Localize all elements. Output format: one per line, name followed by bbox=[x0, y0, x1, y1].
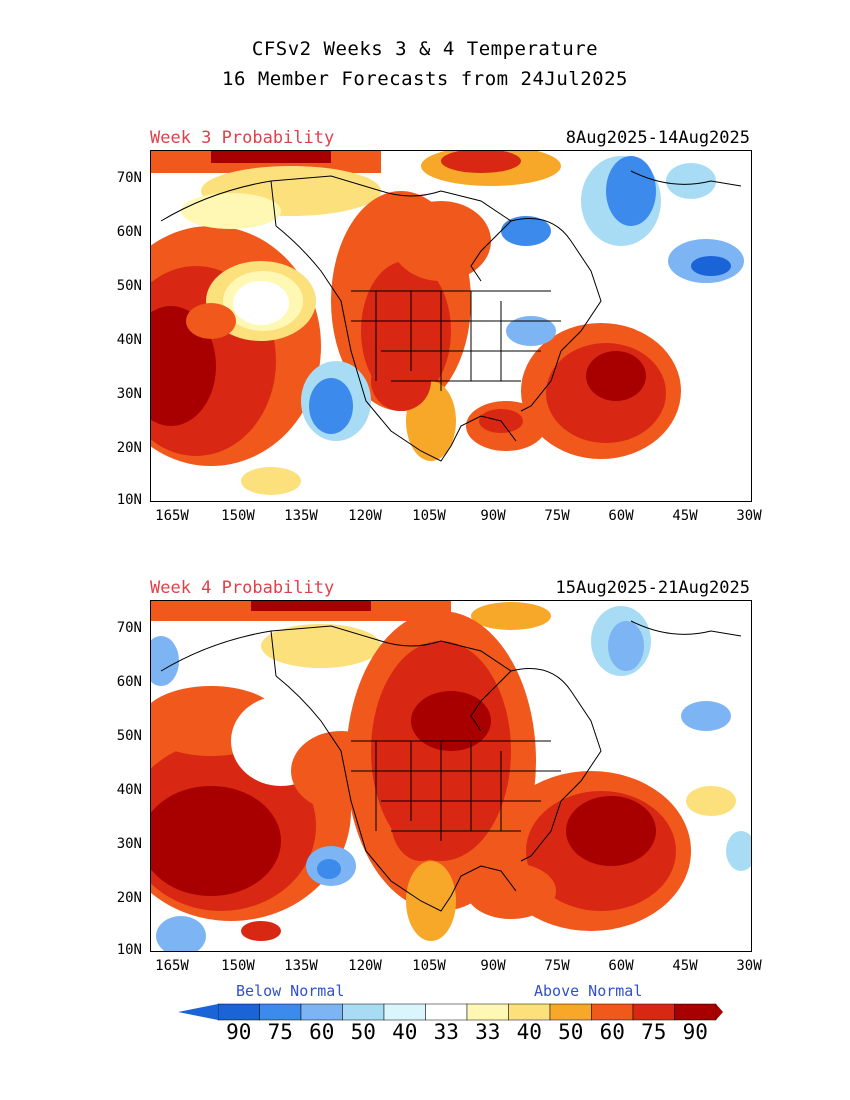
week3-xtick-135w: 135W bbox=[284, 508, 318, 524]
week4-xtick-45w: 45W bbox=[672, 958, 698, 974]
week3-ytick-40n: 40N bbox=[116, 332, 142, 348]
week4-xtick-75w: 75W bbox=[544, 958, 570, 974]
legend-above-label: Above Normal bbox=[534, 982, 643, 1000]
legend-value-1: 75 bbox=[267, 1020, 293, 1044]
legend-swatch-8 bbox=[549, 1003, 592, 1021]
week4-xtick-150w: 150W bbox=[221, 958, 255, 974]
week3-xtick-90w: 90W bbox=[480, 508, 506, 524]
legend-swatch-10 bbox=[632, 1003, 675, 1021]
week3-xtick-105w: 105W bbox=[412, 508, 446, 524]
week3-label: Week 3 Probability bbox=[150, 128, 335, 148]
week4-dates: 15Aug2025-21Aug2025 bbox=[555, 578, 750, 598]
week3-panel: Week 3 Probability 8Aug2025-14Aug2025 bbox=[0, 128, 850, 548]
week3-xtick-120w: 120W bbox=[348, 508, 382, 524]
week3-warm-west bbox=[331, 191, 491, 461]
week3-ytick-60n: 60N bbox=[116, 224, 142, 240]
chart-title-line1: CFSv2 Weeks 3 & 4 Temperature bbox=[251, 38, 599, 60]
week3-xtick-60w: 60W bbox=[608, 508, 634, 524]
legend-below-label: Below Normal bbox=[236, 982, 345, 1000]
week3-ytick-70n: 70N bbox=[116, 170, 142, 186]
week3-warm-arctic bbox=[151, 151, 561, 229]
legend-swatch-4 bbox=[383, 1003, 426, 1021]
week3-ytick-20n: 20N bbox=[116, 440, 142, 456]
week3-ytick-50n: 50N bbox=[116, 278, 142, 294]
week4-ytick-20n: 20N bbox=[116, 890, 142, 906]
legend-value-8: 50 bbox=[558, 1020, 584, 1044]
legend-value-6: 33 bbox=[475, 1020, 501, 1044]
legend-swatch-7 bbox=[508, 1003, 551, 1021]
legend-colorbar bbox=[178, 1003, 723, 1025]
legend-value-7: 40 bbox=[516, 1020, 542, 1044]
week3-xtick-75w: 75W bbox=[544, 508, 570, 524]
week3-warm-pacific bbox=[151, 226, 321, 466]
week3-ytick-10n: 10N bbox=[116, 492, 142, 508]
week3-ytick-30n: 30N bbox=[116, 386, 142, 402]
legend-value-4: 40 bbox=[392, 1020, 418, 1044]
week4-xtick-60w: 60W bbox=[608, 958, 634, 974]
legend-value-11: 90 bbox=[682, 1020, 708, 1044]
week4-ytick-10n: 10N bbox=[116, 942, 142, 958]
legend-value-0: 90 bbox=[226, 1020, 252, 1044]
week4-warm-atlantic bbox=[466, 771, 736, 931]
legend-value-3: 50 bbox=[350, 1020, 376, 1044]
legend-swatch-11 bbox=[674, 1003, 717, 1021]
week4-ytick-40n: 40N bbox=[116, 782, 142, 798]
legend-value-10: 75 bbox=[641, 1020, 667, 1044]
week4-xtick-105w: 105W bbox=[412, 958, 446, 974]
week4-panel: Week 4 Probability 15Aug2025-21Aug2025 bbox=[0, 578, 850, 998]
week4-label: Week 4 Probability bbox=[150, 578, 335, 598]
week4-map bbox=[150, 600, 752, 952]
legend-value-5: 33 bbox=[433, 1020, 459, 1044]
legend-arrow-left bbox=[178, 1004, 218, 1020]
legend-arrow-right bbox=[716, 1004, 723, 1020]
legend-swatch-1 bbox=[259, 1003, 302, 1021]
week3-xtick-45w: 45W bbox=[672, 508, 698, 524]
week4-xtick-135w: 135W bbox=[284, 958, 318, 974]
legend-value-9: 60 bbox=[599, 1020, 625, 1044]
legend-swatch-6 bbox=[466, 1003, 509, 1021]
legend-swatch-3 bbox=[342, 1003, 385, 1021]
week4-warm-pacific bbox=[151, 686, 391, 941]
week3-warm-atlantic bbox=[466, 323, 681, 459]
week4-warm-arctic bbox=[151, 601, 551, 668]
week3-xtick-150w: 150W bbox=[221, 508, 255, 524]
legend-swatch-0 bbox=[217, 1003, 260, 1021]
week3-dates: 8Aug2025-14Aug2025 bbox=[565, 128, 750, 148]
chart-title-line2: 16 Member Forecasts from 24Jul2025 bbox=[222, 68, 628, 90]
legend-colorbar-svg bbox=[178, 1003, 723, 1021]
week4-ytick-30n: 30N bbox=[116, 836, 142, 852]
week4-xtick-165w: 165W bbox=[155, 958, 189, 974]
week4-ytick-50n: 50N bbox=[116, 728, 142, 744]
week3-xtick-30w: 30W bbox=[736, 508, 762, 524]
legend-value-2: 60 bbox=[309, 1020, 335, 1044]
week3-cold-areas bbox=[301, 156, 744, 441]
week4-xtick-30w: 30W bbox=[736, 958, 762, 974]
week4-coastlines bbox=[160, 620, 742, 912]
week4-ytick-60n: 60N bbox=[116, 674, 142, 690]
legend-swatch-2 bbox=[300, 1003, 343, 1021]
legend-swatch-9 bbox=[591, 1003, 634, 1021]
week3-xtick-165w: 165W bbox=[155, 508, 189, 524]
week3-map bbox=[150, 150, 752, 502]
week4-ytick-70n: 70N bbox=[116, 620, 142, 636]
legend-swatch-5 bbox=[425, 1003, 468, 1021]
week4-xtick-90w: 90W bbox=[480, 958, 506, 974]
week4-xtick-120w: 120W bbox=[348, 958, 382, 974]
week3-coastlines bbox=[160, 170, 742, 462]
